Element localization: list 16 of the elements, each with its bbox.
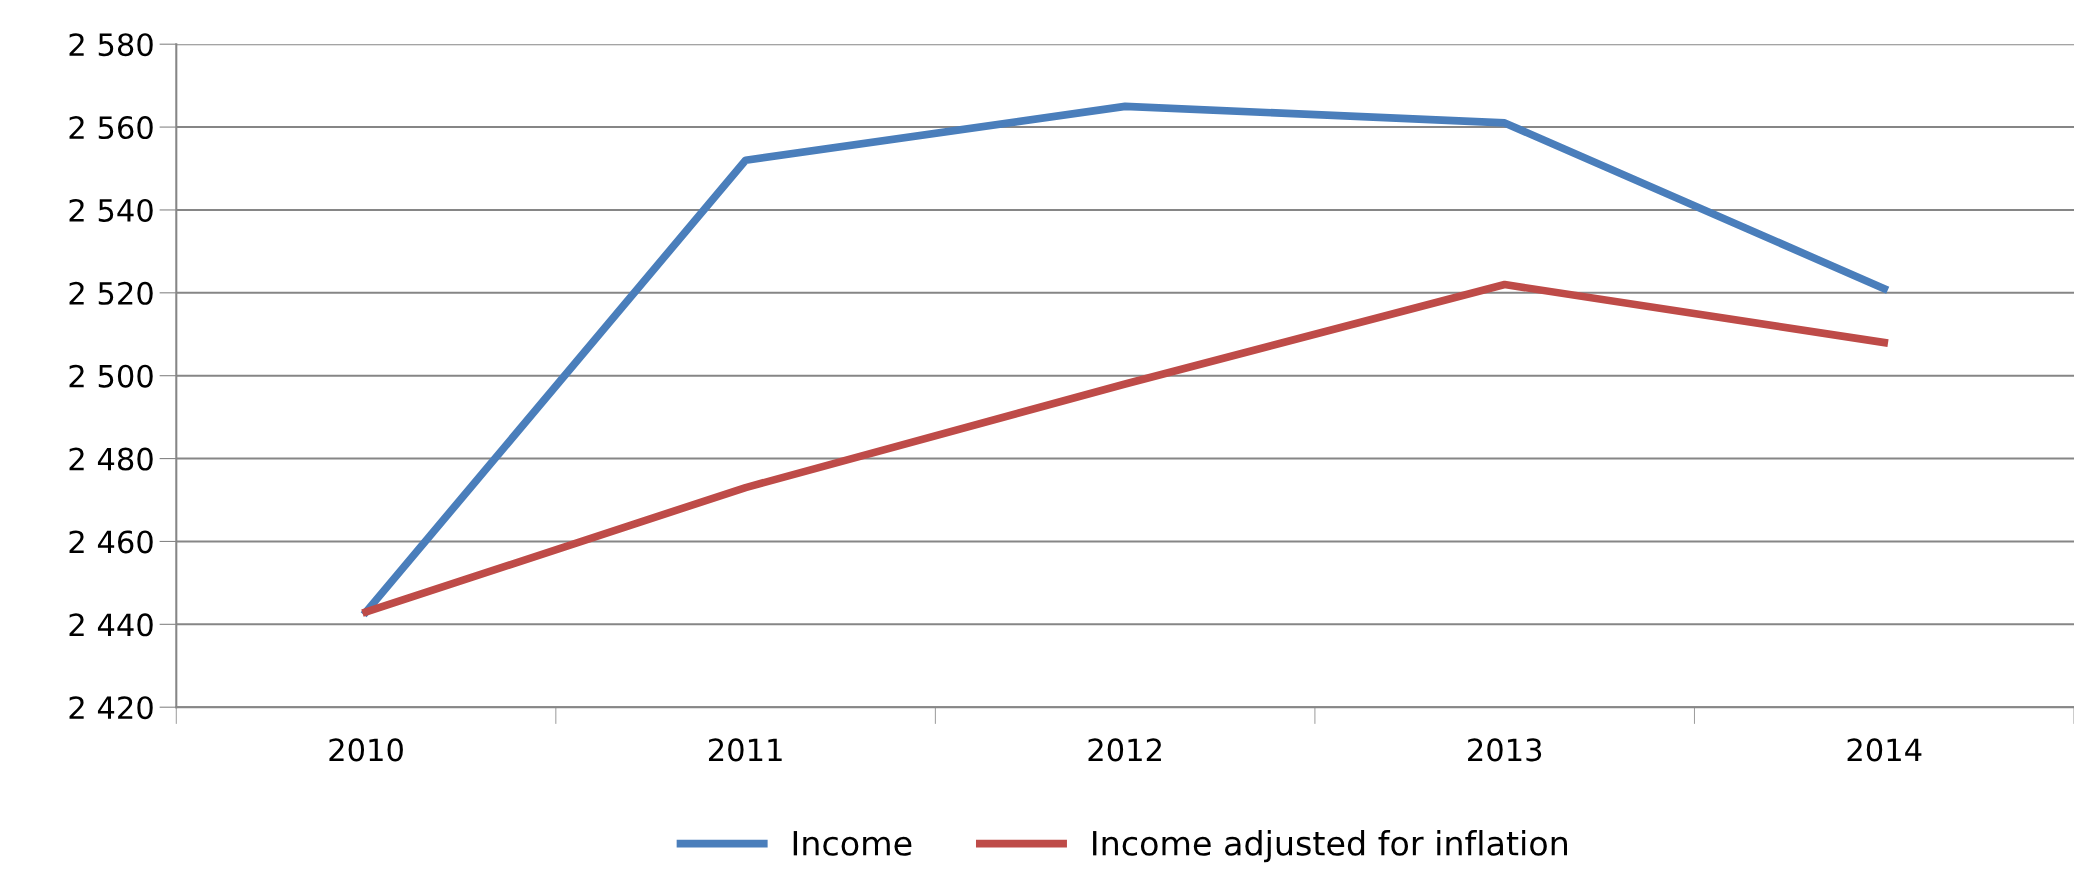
y-tick-label: 2 580	[69, 33, 153, 57]
y-tick-label: 2 540	[69, 198, 153, 222]
y-tick-label: 2 440	[69, 613, 153, 637]
y-tick-label: 2 460	[69, 530, 153, 554]
y-tick-label: 2 500	[69, 364, 153, 388]
x-tick-label: 2010	[329, 738, 403, 762]
x-tick-label: 2014	[1847, 738, 1922, 762]
y-tick-label: 2 420	[69, 696, 153, 720]
legend-label: Income adjusted for inflation	[1093, 830, 1567, 863]
x-tick-label: 2011	[708, 738, 782, 762]
legend-label: Income	[793, 831, 912, 856]
y-tick-label: 2 520	[69, 281, 153, 305]
x-tick-label: 2012	[1088, 738, 1161, 762]
y-tick-label: 2 480	[69, 447, 153, 471]
y-tick-label: 2 560	[69, 116, 153, 140]
x-tick-label: 2013	[1468, 738, 1542, 762]
